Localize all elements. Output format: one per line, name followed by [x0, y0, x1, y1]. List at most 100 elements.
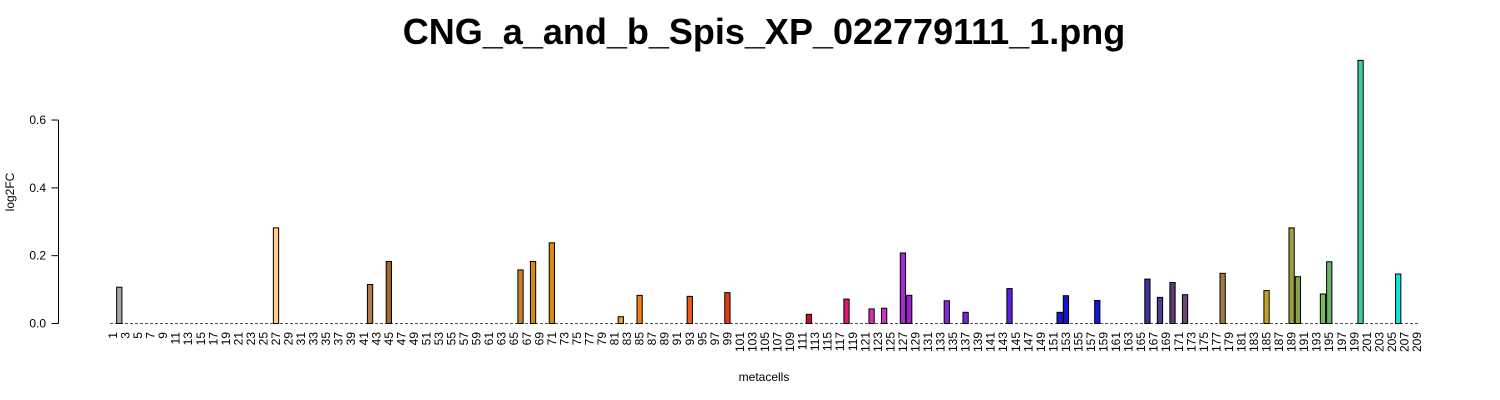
x-tick-label: 185 — [1260, 332, 1274, 352]
x-tick-label: 55 — [445, 332, 459, 346]
x-tick-label: 163 — [1122, 332, 1136, 352]
x-tick-label: 155 — [1071, 332, 1085, 352]
y-axis: 0.0 0.2 0.4 0.6 — [29, 113, 59, 331]
x-tick-label: 43 — [369, 332, 383, 346]
y-tick-label: 0.0 — [29, 317, 46, 331]
bar-metacell-124 — [880, 307, 888, 324]
x-tick-label: 117 — [833, 332, 847, 351]
x-tick-label: 85 — [633, 332, 647, 346]
x-tick-label: 15 — [194, 332, 208, 346]
bar-metacell-170 — [1169, 281, 1176, 324]
x-tick-label: 133 — [934, 332, 948, 352]
bar-metacell-122 — [868, 308, 875, 325]
bar-metacell-112 — [805, 313, 813, 324]
x-tick-label: 25 — [256, 332, 270, 346]
x-tick-label: 153 — [1059, 332, 1073, 352]
x-tick-label: 193 — [1310, 332, 1324, 352]
x-tick-label: 49 — [407, 332, 421, 346]
x-axis-ticks: 1357911131517192123252729313335373941434… — [106, 332, 1424, 352]
x-tick-label: 1 — [106, 332, 120, 339]
x-tick-label: 39 — [344, 332, 358, 346]
x-tick-label: 199 — [1347, 332, 1361, 352]
bar-metacell-189 — [1288, 227, 1295, 324]
x-tick-label: 41 — [357, 332, 371, 346]
bar-metacell-66 — [517, 269, 524, 325]
x-tick-label: 125 — [883, 332, 897, 352]
x-tick-label: 177 — [1209, 332, 1223, 352]
bar-metacell-93 — [686, 295, 693, 324]
bar-metacell-2 — [116, 286, 123, 324]
x-tick-label: 175 — [1197, 332, 1211, 352]
x-tick-label: 27 — [269, 332, 283, 346]
x-tick-label: 131 — [921, 332, 935, 352]
bar-metacell-172 — [1181, 294, 1189, 324]
x-tick-label: 47 — [394, 332, 408, 346]
x-tick-label: 149 — [1034, 332, 1048, 352]
x-tick-label: 53 — [432, 332, 446, 346]
x-tick-label: 69 — [532, 332, 546, 346]
x-tick-label: 97 — [708, 332, 722, 346]
x-tick-label: 75 — [570, 332, 584, 346]
x-tick-label: 13 — [181, 332, 195, 346]
x-tick-label: 113 — [808, 332, 822, 351]
bar-metacell-128 — [906, 294, 913, 325]
bar-metacell-200 — [1357, 59, 1364, 325]
y-tick-label: 0.4 — [29, 181, 46, 195]
x-tick-label: 129 — [908, 332, 922, 352]
bar-metacell-42 — [366, 284, 374, 324]
x-tick-label: 107 — [771, 332, 785, 352]
x-tick-label: 159 — [1097, 332, 1111, 352]
x-tick-label: 205 — [1385, 332, 1399, 352]
bar-metacell-195 — [1326, 261, 1333, 324]
bar-metacell-206 — [1395, 273, 1402, 324]
x-tick-label: 29 — [282, 332, 296, 346]
x-tick-label: 157 — [1084, 332, 1098, 352]
chart-title: CNG_a_and_b_Spis_XP_022779111_1.png — [403, 11, 1125, 52]
x-tick-label: 171 — [1172, 332, 1186, 352]
x-tick-label: 179 — [1222, 332, 1236, 352]
y-axis-label: log2FC — [3, 172, 17, 211]
x-tick-label: 63 — [495, 332, 509, 346]
x-tick-label: 5 — [131, 332, 145, 339]
bar-metacell-158 — [1094, 299, 1101, 325]
bar-metacell-190 — [1294, 276, 1302, 325]
x-tick-label: 203 — [1372, 332, 1386, 352]
y-tick-label: 0.2 — [29, 249, 46, 263]
x-tick-label: 79 — [595, 332, 609, 346]
x-tick-label: 127 — [896, 332, 910, 352]
bar-metacell-152 — [1056, 311, 1063, 324]
bar-metacell-99 — [724, 292, 731, 325]
x-tick-label: 187 — [1272, 332, 1286, 352]
x-tick-label: 109 — [783, 332, 797, 352]
x-tick-label: 17 — [206, 332, 220, 346]
x-tick-label: 7 — [144, 332, 158, 339]
x-tick-label: 59 — [470, 332, 484, 346]
x-tick-label: 195 — [1322, 332, 1336, 352]
x-tick-label: 161 — [1109, 332, 1123, 352]
x-tick-label: 61 — [482, 332, 496, 346]
x-tick-label: 83 — [620, 332, 634, 346]
x-tick-label: 119 — [846, 332, 860, 351]
x-tick-label: 65 — [507, 332, 521, 346]
x-tick-label: 71 — [545, 332, 559, 346]
x-tick-label: 87 — [645, 332, 659, 346]
bar-metacell-185 — [1263, 290, 1270, 324]
bar-metacell-68 — [529, 260, 537, 325]
x-tick-label: 135 — [946, 332, 960, 352]
x-tick-label: 33 — [307, 332, 321, 346]
bar-metacell-137 — [962, 311, 969, 324]
bar-metacell-71 — [548, 242, 555, 324]
x-tick-label: 137 — [959, 332, 973, 352]
x-tick-label: 201 — [1360, 332, 1374, 352]
x-tick-label: 123 — [871, 332, 885, 352]
x-tick-label: 173 — [1184, 332, 1198, 352]
x-tick-label: 105 — [758, 332, 772, 352]
x-tick-label: 191 — [1297, 332, 1311, 352]
x-tick-label: 209 — [1410, 332, 1424, 352]
x-tick-label: 31 — [294, 332, 308, 346]
bar-metacell-134 — [943, 300, 950, 324]
x-tick-label: 121 — [858, 332, 872, 352]
x-axis-label: metacells — [739, 370, 790, 384]
bar-metacell-166 — [1144, 278, 1151, 324]
bar-metacell-118 — [843, 298, 850, 324]
